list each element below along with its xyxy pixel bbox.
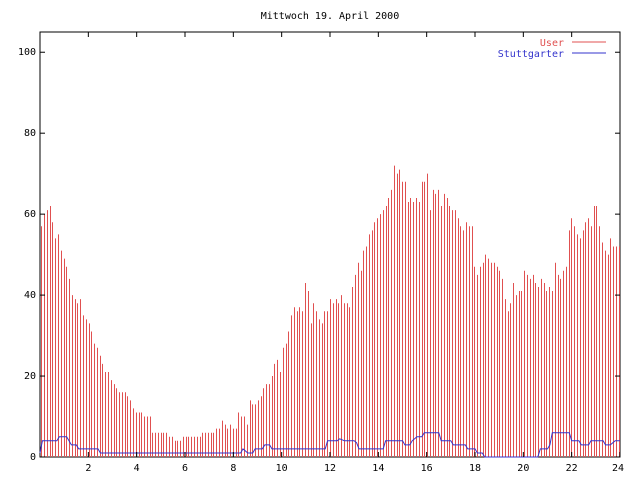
chart-title: Mittwoch 19. April 2000 xyxy=(261,11,399,22)
x-tick-label: 18 xyxy=(469,463,481,474)
x-tick-label: 16 xyxy=(421,463,433,474)
x-tick-label: 2 xyxy=(85,463,91,474)
legend-label-user: User xyxy=(540,38,564,49)
bars-group xyxy=(41,165,620,457)
x-tick-label: 24 xyxy=(612,463,624,474)
legend-label-stuttgarter: Stuttgarter xyxy=(498,49,564,60)
x-tick-label: 22 xyxy=(566,463,578,474)
x-tick-label: 8 xyxy=(230,463,236,474)
y-tick-label: 0 xyxy=(30,452,36,463)
y-tick-label: 40 xyxy=(24,290,36,301)
x-tick-label: 14 xyxy=(372,463,384,474)
y-tick-label: 80 xyxy=(24,128,36,139)
x-tick-label: 6 xyxy=(182,463,188,474)
legend: User Stuttgarter xyxy=(498,38,606,60)
y-tick-label: 20 xyxy=(24,371,36,382)
y-tick-label: 100 xyxy=(18,47,36,58)
x-tick-label: 20 xyxy=(517,463,529,474)
x-tick-label: 12 xyxy=(324,463,336,474)
y-tick-label: 60 xyxy=(24,209,36,220)
x-tick-label: 10 xyxy=(276,463,288,474)
series-line-stuttgarter xyxy=(39,432,620,458)
x-tick-label: 4 xyxy=(134,463,140,474)
